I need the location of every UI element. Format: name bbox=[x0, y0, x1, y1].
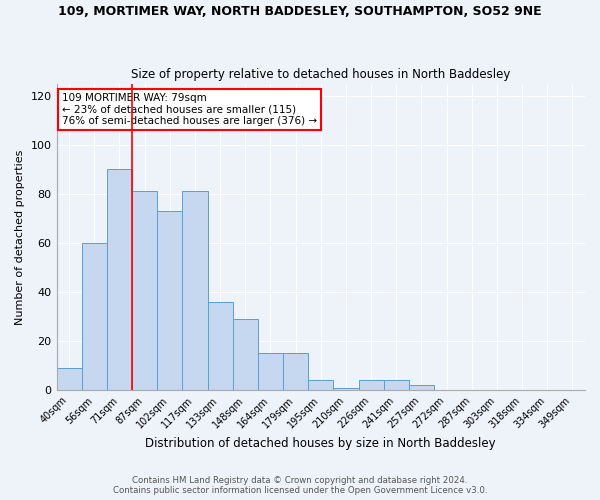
Bar bbox=[283, 354, 308, 390]
Y-axis label: Number of detached properties: Number of detached properties bbox=[15, 149, 25, 324]
Text: 109 MORTIMER WAY: 79sqm
← 23% of detached houses are smaller (115)
76% of semi-d: 109 MORTIMER WAY: 79sqm ← 23% of detache… bbox=[62, 93, 317, 126]
Bar bbox=[258, 354, 283, 390]
Bar bbox=[383, 380, 409, 390]
Bar bbox=[107, 170, 132, 390]
Bar bbox=[82, 243, 107, 390]
Bar bbox=[157, 211, 182, 390]
Text: 109, MORTIMER WAY, NORTH BADDESLEY, SOUTHAMPTON, SO52 9NE: 109, MORTIMER WAY, NORTH BADDESLEY, SOUT… bbox=[58, 5, 542, 18]
Bar bbox=[182, 192, 208, 390]
Bar bbox=[208, 302, 233, 390]
Bar bbox=[132, 192, 157, 390]
X-axis label: Distribution of detached houses by size in North Baddesley: Distribution of detached houses by size … bbox=[145, 437, 496, 450]
Bar bbox=[359, 380, 383, 390]
Bar bbox=[56, 368, 82, 390]
Text: Contains HM Land Registry data © Crown copyright and database right 2024.
Contai: Contains HM Land Registry data © Crown c… bbox=[113, 476, 487, 495]
Bar bbox=[233, 319, 258, 390]
Bar bbox=[334, 388, 359, 390]
Bar bbox=[308, 380, 334, 390]
Title: Size of property relative to detached houses in North Baddesley: Size of property relative to detached ho… bbox=[131, 68, 511, 81]
Bar bbox=[409, 386, 434, 390]
